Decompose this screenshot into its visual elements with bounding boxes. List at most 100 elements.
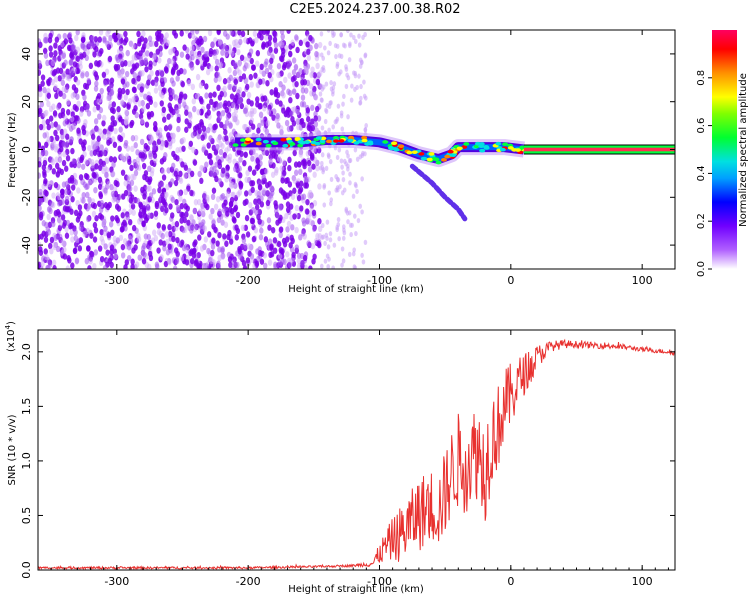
heatmap-noise-cell: [309, 152, 315, 159]
heatmap-noise-cell: [342, 230, 347, 236]
heatmap-noise-cell: [99, 235, 104, 242]
heatmap-noise-cell: [58, 112, 63, 119]
heatmap-noise-cell: [42, 159, 48, 167]
heatmap-noise-cell: [342, 158, 347, 164]
heatmap-noise-cell: [104, 68, 110, 75]
heatmap-noise-cell: [217, 246, 222, 253]
heatmap-noise-cell: [323, 118, 328, 125]
heatmap-noise-cell: [281, 159, 287, 166]
heatmap-noise-cell: [118, 234, 124, 242]
heatmap-noise-cell: [45, 264, 51, 269]
heatmap-noise-cell: [71, 44, 77, 51]
heatmap-noise-cell: [273, 263, 278, 269]
heatmap-noise-cell: [219, 194, 224, 201]
heatmap-noise-cell: [267, 224, 272, 231]
heatmap-noise-cell: [324, 232, 329, 238]
heatmap-noise-cell: [118, 116, 123, 123]
heatmap-noise-cell: [79, 156, 84, 164]
colorbar-tick-label: 0.0: [696, 261, 707, 277]
trace-blob: [353, 141, 360, 145]
heatmap-noise-cell: [93, 71, 99, 78]
heatmap-noise-cell: [43, 236, 49, 243]
heatmap-noise-cell: [61, 159, 67, 167]
heatmap-noise-cell: [190, 44, 195, 52]
heatmap-noise-cell: [156, 222, 161, 229]
heatmap-noise-cell: [184, 118, 189, 125]
heatmap-noise-cell: [90, 162, 95, 169]
heatmap-noise-cell: [45, 118, 50, 126]
heatmap-noise-cell: [56, 103, 61, 111]
heatmap-noise-cell: [97, 245, 103, 252]
heatmap-noise-cell: [127, 234, 133, 242]
heatmap-noise-cell: [278, 100, 283, 107]
heatmap-noise-cell: [60, 214, 66, 221]
heatmap-noise-cell: [172, 265, 178, 269]
heatmap-noise-cell: [235, 119, 240, 126]
heatmap-noise-cell: [342, 187, 347, 193]
heatmap-noise-cell: [196, 43, 201, 51]
heatmap-noise-cell: [55, 67, 61, 74]
heatmap-noise-cell: [347, 57, 352, 63]
heatmap-noise-cell: [272, 30, 277, 37]
heatmap-noise-cell: [234, 224, 239, 231]
heatmap-noise-cell: [133, 134, 139, 142]
heatmap-noise-cell: [232, 83, 238, 91]
heatmap-noise-cell: [329, 86, 334, 92]
heatmap-noise-cell: [136, 75, 141, 82]
heatmap-noise-cell: [110, 215, 115, 222]
heatmap-noise-cell: [78, 174, 84, 181]
heatmap-noise-cell: [225, 164, 230, 171]
heatmap-noise-cell: [168, 123, 173, 130]
heatmap-noise-cell: [363, 52, 368, 58]
heatmap-noise-cell: [290, 76, 296, 83]
top-x-tick-label: -200: [236, 274, 261, 287]
heatmap-noise-cell: [146, 205, 151, 212]
heatmap-noise-cell: [314, 50, 319, 58]
heatmap-noise-cell: [67, 177, 73, 184]
heatmap-noise-cell: [286, 220, 292, 228]
heatmap-noise-cell: [279, 41, 285, 49]
heatmap-noise-cell: [117, 134, 122, 141]
heatmap-noise-cell: [130, 263, 135, 269]
y-multiplier-text: (x10: [6, 329, 17, 352]
heatmap-noise-cell: [150, 237, 156, 244]
heatmap-noise-cell: [40, 260, 45, 268]
heatmap-noise-cell: [248, 110, 253, 118]
heatmap-noise-cell: [161, 174, 167, 181]
colorbar-label: Normalized spectral amplitude: [738, 73, 749, 227]
heatmap-noise-cell: [85, 48, 90, 56]
trace-blob: [239, 138, 246, 142]
heatmap-noise-cell: [72, 247, 78, 254]
heatmap-noise-cell: [199, 38, 204, 45]
heatmap-noise-cell: [182, 93, 188, 100]
heatmap-noise-cell: [262, 95, 268, 102]
heatmap-noise-cell: [116, 205, 122, 212]
heatmap-noise-cell: [65, 133, 70, 140]
heatmap-noise-cell: [62, 120, 67, 127]
heatmap-noise-cell: [51, 259, 57, 267]
heatmap-noise-cell: [73, 114, 79, 122]
heatmap-noise-cell: [197, 234, 202, 241]
heatmap-noise-cell: [171, 132, 176, 139]
heatmap-noise-cell: [75, 55, 81, 62]
heatmap-noise-cell: [137, 218, 142, 225]
heatmap-noise-cell: [42, 132, 47, 139]
heatmap-noise-cell: [322, 67, 326, 74]
heatmap-noise-cell: [64, 232, 70, 239]
heatmap-noise-cell: [134, 261, 140, 268]
trace-blob: [319, 139, 326, 144]
heatmap-noise-cell: [75, 46, 81, 53]
heatmap-noise-cell: [168, 230, 173, 238]
heatmap-noise-cell: [293, 161, 299, 168]
heatmap-noise-cell: [313, 120, 319, 128]
heatmap-noise-cell: [47, 242, 53, 250]
heatmap-noise-cell: [359, 83, 363, 90]
heatmap-noise-cell: [87, 144, 92, 152]
heatmap-noise-cell: [98, 191, 103, 198]
heatmap-noise-cell: [297, 188, 303, 195]
heatmap-noise-cell: [227, 83, 232, 91]
heatmap-noise-cell: [148, 192, 154, 199]
heatmap-noise-cell: [295, 92, 300, 100]
heatmap-noise-cell: [101, 149, 106, 156]
heatmap-noise-cell: [113, 127, 118, 135]
